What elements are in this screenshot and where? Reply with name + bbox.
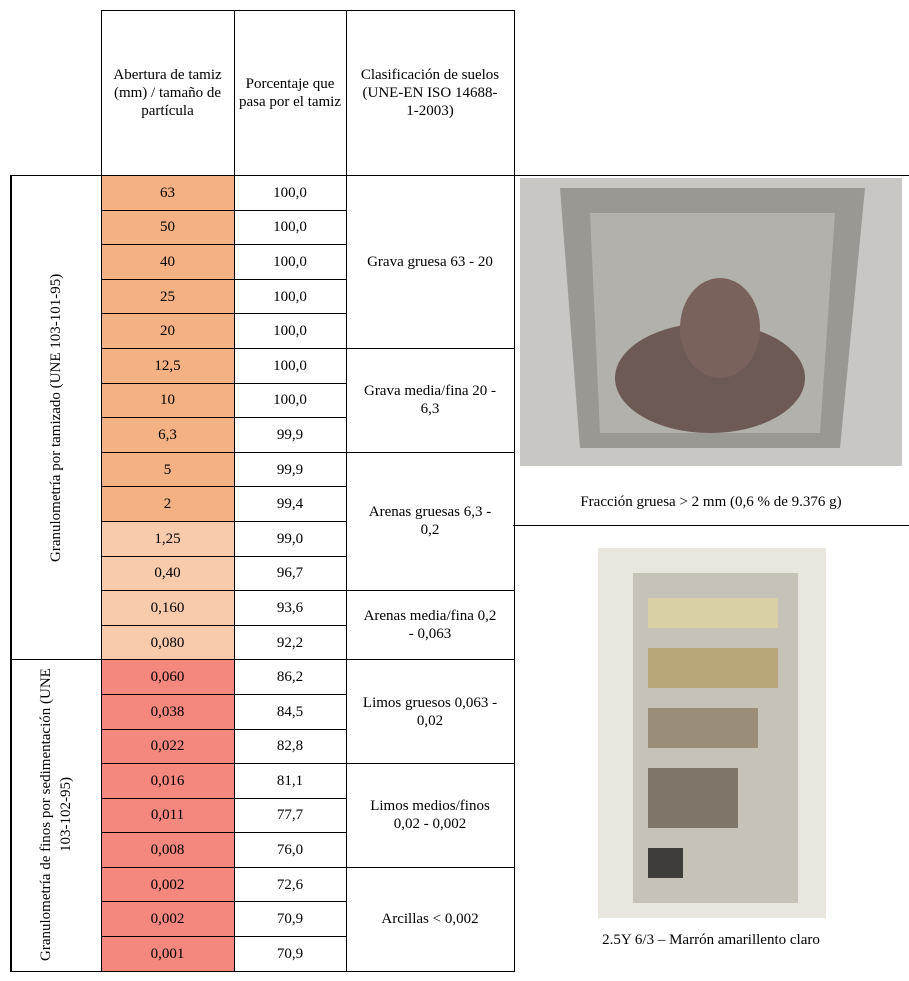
data-row: 0,001 70,9 [11, 936, 514, 972]
size-cell: 0,060 [100, 659, 235, 695]
size-cell: 0,016 [100, 763, 235, 799]
size-cell: 0,001 [100, 936, 235, 972]
data-row: 2 99,4 [11, 486, 514, 522]
class-cell: Limos medios/finos 0,02 - 0,002 [345, 763, 515, 868]
data-row: 0,011 77,7 [11, 797, 514, 834]
class-cell: Arcillas < 0,002 [345, 866, 515, 972]
data-row: 5 99,9 Arenas gruesas 6,3 - 0,2 [11, 451, 515, 592]
rule [513, 175, 909, 176]
size-cell: 50 [100, 209, 235, 246]
size-cell: 0,008 [100, 832, 235, 868]
data-row: 20 100,0 [11, 313, 514, 349]
pass-cell: 100,0 [233, 313, 347, 349]
photo-color-chart [598, 548, 826, 918]
size-cell: 20 [100, 313, 235, 349]
data-row: 0,008 76,0 [11, 832, 514, 868]
pass-cell: 70,9 [233, 936, 347, 972]
size-cell: 40 [100, 244, 235, 280]
pass-cell: 100,0 [233, 244, 347, 280]
size-cell: 0,160 [100, 590, 235, 626]
pass-cell: 99,0 [233, 520, 347, 557]
data-row: Granulometría de finos por sedimentación… [10, 659, 515, 972]
class-cell: Arenas gruesas 6,3 - 0,2 [345, 451, 515, 592]
size-cell: 0,080 [100, 624, 235, 661]
header-cell: Clasificación de suelos (UNE-EN ISO 1468… [345, 10, 515, 176]
pass-cell: 100,0 [233, 209, 347, 246]
size-cell: 12,5 [100, 347, 235, 384]
granulometry-table: Abertura de tamiz (mm) / tamaño de partí… [10, 10, 515, 972]
pass-cell: 72,6 [233, 866, 347, 903]
size-cell: 5 [100, 451, 235, 488]
data-row: 0,002 70,9 [11, 901, 514, 938]
section-label: Granulometría por tamizado (UNE 103-101-… [48, 273, 65, 562]
rule [513, 525, 909, 526]
size-cell: 25 [100, 278, 235, 315]
photo-coarse-fraction [520, 178, 902, 466]
pass-cell: 86,2 [233, 659, 347, 695]
data-row: 0,160 93,6 Arenas media/fina 0,2 - 0,063 [11, 590, 515, 661]
size-cell: 0,002 [100, 901, 235, 938]
data-row: 0,080 92,2 [11, 624, 514, 661]
section-label-cell: Granulometría de finos por sedimentación… [10, 659, 102, 972]
size-cell: 2 [100, 486, 235, 522]
size-cell: 1,25 [100, 520, 235, 557]
data-row: 12,5 100,0 Grava media/fina 20 - 6,3 [11, 347, 515, 453]
class-cell: Grava gruesa 63 - 20 [345, 175, 515, 349]
pass-cell: 84,5 [233, 693, 347, 730]
header-row: Abertura de tamiz (mm) / tamaño de partí… [11, 10, 515, 176]
data-row: 0,038 84,5 [11, 693, 514, 730]
data-row: 0,40 96,7 [11, 555, 514, 592]
data-row: 25 100,0 [11, 278, 514, 315]
size-cell: 0,022 [100, 728, 235, 765]
pass-cell: 77,7 [233, 797, 347, 834]
size-cell: 10 [100, 382, 235, 419]
pass-cell: 100,0 [233, 175, 347, 211]
pass-cell: 99,9 [233, 451, 347, 488]
pass-cell: 70,9 [233, 901, 347, 938]
class-cell: Arenas media/fina 0,2 - 0,063 [345, 590, 515, 661]
size-cell: 0,40 [100, 555, 235, 592]
pass-cell: 100,0 [233, 382, 347, 419]
header-cell: Abertura de tamiz (mm) / tamaño de partí… [100, 10, 235, 176]
class-cell: Limos gruesos 0,063 - 0,02 [345, 659, 515, 765]
class-cell: Grava media/fina 20 - 6,3 [345, 347, 515, 453]
pass-cell: 100,0 [233, 278, 347, 315]
section-label: Granulometría de finos por sedimentación… [38, 669, 75, 962]
data-row: 40 100,0 [11, 244, 514, 280]
data-row: 0,016 81,1 Limos medios/finos 0,02 - 0,002 [11, 763, 515, 868]
header-cell: Porcentaje que pasa por el tamiz [233, 10, 347, 176]
size-cell: 0,011 [100, 797, 235, 834]
pass-cell: 93,6 [233, 590, 347, 626]
data-row: 1,25 99,0 [11, 520, 514, 557]
data-row: 10 100,0 [11, 382, 514, 419]
size-cell: 0,002 [100, 866, 235, 903]
blank-cell [11, 10, 102, 176]
section-label-cell: Granulometría por tamizado (UNE 103-101-… [10, 174, 102, 661]
size-cell: 63 [100, 175, 235, 211]
data-row: 6,3 99,9 [11, 417, 514, 453]
data-row: 0,002 72,6 Arcillas < 0,002 [11, 866, 515, 972]
caption: Fracción gruesa > 2 mm (0,6 % de 9.376 g… [580, 494, 842, 510]
size-cell: 0,038 [100, 693, 235, 730]
size-cell: 6,3 [100, 417, 235, 453]
pass-cell: 99,9 [233, 417, 347, 453]
data-row: Granulometría por tamizado (UNE 103-101-… [10, 174, 515, 661]
pass-cell: 81,1 [233, 763, 347, 799]
pass-cell: 76,0 [233, 832, 347, 868]
pass-cell: 82,8 [233, 728, 347, 765]
caption: 2.5Y 6/3 – Marrón amarillento claro [602, 932, 820, 948]
data-row: 0,022 82,8 [11, 728, 514, 765]
pass-cell: 99,4 [233, 486, 347, 522]
pass-cell: 96,7 [233, 555, 347, 592]
data-row: 50 100,0 [11, 209, 514, 246]
pass-cell: 92,2 [233, 624, 347, 661]
pass-cell: 100,0 [233, 347, 347, 384]
